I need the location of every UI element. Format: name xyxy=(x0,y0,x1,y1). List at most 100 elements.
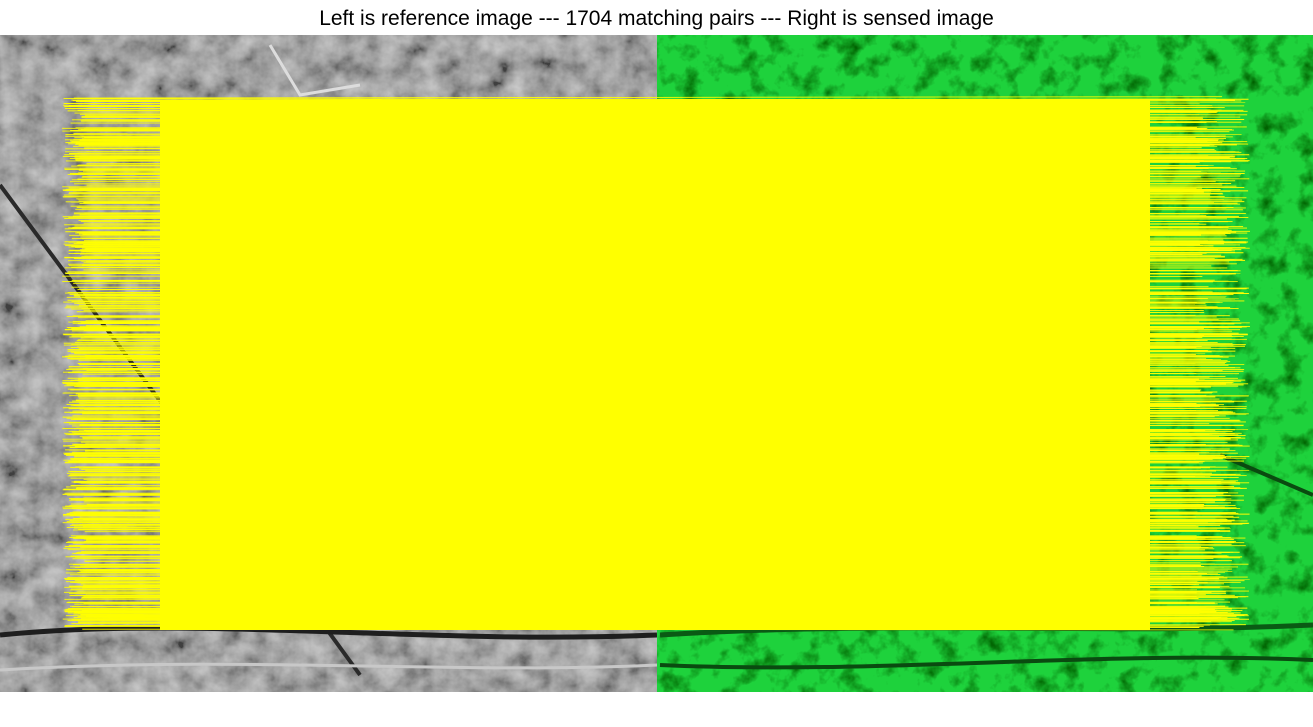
match-line xyxy=(81,137,1219,140)
match-line xyxy=(84,335,1203,338)
match-line xyxy=(64,167,1209,170)
match-line xyxy=(85,524,1196,526)
match-lines xyxy=(62,96,1250,631)
match-line xyxy=(86,161,1200,165)
match-line xyxy=(83,269,1238,271)
match-line xyxy=(73,612,1241,615)
match-line xyxy=(72,400,1211,403)
match-line xyxy=(75,398,1220,401)
match-line xyxy=(71,179,1236,182)
match-line xyxy=(81,513,1250,516)
match-line xyxy=(64,228,1229,231)
match-line xyxy=(72,319,1241,322)
match-line xyxy=(84,548,1215,551)
match-line xyxy=(85,318,1219,322)
match-line xyxy=(79,356,1229,359)
match-line xyxy=(67,258,1243,262)
match-line xyxy=(83,230,1250,233)
match-line xyxy=(78,199,1243,202)
match-line xyxy=(68,354,1196,356)
match-line xyxy=(64,391,1218,394)
match-line xyxy=(62,493,1231,496)
match-line xyxy=(79,139,1248,143)
match-line xyxy=(64,492,1228,494)
match-line xyxy=(68,187,1197,189)
match-line xyxy=(74,225,1223,228)
match-line xyxy=(79,574,1202,577)
match-line xyxy=(63,439,1238,442)
match-line xyxy=(81,468,1250,471)
match-line xyxy=(84,560,1201,563)
match-line xyxy=(78,205,1232,208)
match-line xyxy=(67,270,1241,273)
match-line xyxy=(69,447,1230,450)
match-line xyxy=(72,192,1224,195)
match-line xyxy=(78,317,1239,320)
match-line xyxy=(80,606,1216,609)
match-line xyxy=(82,583,1225,586)
match-line xyxy=(70,472,1203,475)
match-line xyxy=(65,572,1197,575)
match-line xyxy=(81,120,1207,124)
match-line xyxy=(81,457,1227,460)
match-line xyxy=(80,100,1242,102)
match-line xyxy=(81,322,1235,325)
match-line xyxy=(70,483,1201,486)
match-line xyxy=(75,556,1225,558)
match-line xyxy=(64,577,1206,580)
match-line xyxy=(64,329,1232,332)
match-line xyxy=(78,359,1231,363)
match-line xyxy=(73,281,1214,284)
match-line xyxy=(83,293,1199,295)
match-line xyxy=(71,266,1222,269)
match-line xyxy=(78,429,1233,432)
match-line xyxy=(70,498,1226,502)
match-line xyxy=(70,350,1236,353)
match-line xyxy=(63,459,1228,462)
match-line xyxy=(79,134,1226,137)
match-line xyxy=(81,578,1219,581)
match-line xyxy=(72,98,1249,102)
match-line xyxy=(71,617,1240,620)
match-line xyxy=(67,606,1229,609)
match-line xyxy=(69,191,1211,194)
match-line xyxy=(84,280,1238,282)
match-line xyxy=(69,589,1249,592)
match-line xyxy=(85,259,1235,262)
match-line xyxy=(73,256,1225,259)
match-line xyxy=(85,399,1246,402)
match-line xyxy=(65,135,1233,138)
match-line xyxy=(86,453,1200,456)
match-line xyxy=(80,144,1237,147)
match-line xyxy=(84,540,1235,543)
match-line xyxy=(66,486,1243,489)
match-line xyxy=(64,166,1231,169)
match-line xyxy=(68,545,1202,548)
match-line xyxy=(69,140,1220,143)
match-line xyxy=(65,455,1216,457)
match-line xyxy=(80,482,1213,485)
match-line xyxy=(79,189,1231,192)
match-line xyxy=(63,547,1213,549)
match-line xyxy=(83,201,1214,204)
match-line xyxy=(81,597,1199,599)
match-line xyxy=(83,160,1232,163)
match-line xyxy=(85,207,1227,210)
match-line xyxy=(67,376,1210,379)
match-line xyxy=(85,344,1245,347)
match-line xyxy=(68,434,1246,437)
match-line xyxy=(74,105,1214,108)
match-line xyxy=(64,624,1204,627)
match-line xyxy=(70,419,1241,422)
match-line xyxy=(82,238,1208,241)
match-line xyxy=(63,591,1226,595)
match-line xyxy=(83,602,1198,605)
match-line xyxy=(68,321,1250,324)
match-line xyxy=(65,244,1240,246)
match-line xyxy=(68,423,1203,426)
match-line xyxy=(68,108,1211,111)
match-line xyxy=(78,347,1211,349)
match-line xyxy=(65,382,1233,385)
match-line xyxy=(85,593,1206,596)
match-line xyxy=(72,409,1197,412)
